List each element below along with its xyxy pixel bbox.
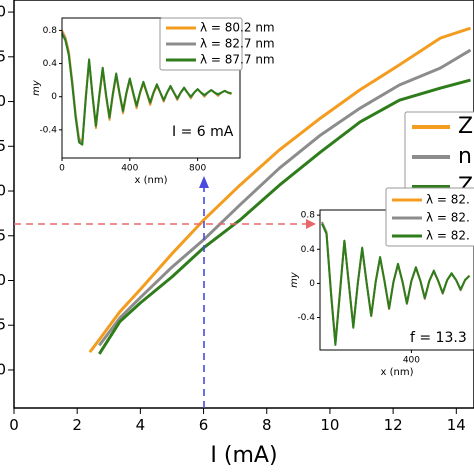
series-line <box>88 26 471 354</box>
y-tick-label: 0 <box>51 92 57 102</box>
x-tick-label: 0 <box>9 416 19 434</box>
x-axis-label: x (nm) <box>135 175 168 186</box>
y-tick-label: 0 <box>0 271 6 289</box>
legend-box <box>159 17 243 71</box>
series-line <box>98 48 472 347</box>
y-tick-label: 0 <box>0 3 6 21</box>
legend-label: λ = 87.7 nm <box>200 53 275 67</box>
x-tick-label: 10 <box>320 416 339 434</box>
legend-label: λ = 82. <box>426 229 470 243</box>
y-axis-label: my <box>289 271 300 288</box>
x-tick-label: 0 <box>59 163 65 173</box>
legend-label: λ = 82. <box>426 193 470 207</box>
x-tick-label: 800 <box>189 163 206 173</box>
legend-box <box>385 187 474 247</box>
legend-label: λ = 82. <box>426 211 470 225</box>
arrow-head <box>306 219 316 229</box>
x-axis-label: I (mA) <box>210 443 277 468</box>
legend-label: n <box>458 144 472 169</box>
y-tick-label: -0.4 <box>39 125 57 135</box>
annotation: f = 13.3 <box>410 330 467 346</box>
annotation: I = 6 mA <box>172 124 234 140</box>
x-tick-label: 4 <box>136 416 146 434</box>
arrow-head <box>199 176 209 188</box>
y-tick-label: 0.4 <box>43 59 58 69</box>
plot: 400 0.8 0.4 0 -0.4 x (nm) my f = 13.3 λ = 82. λ =… <box>289 187 474 378</box>
series-line <box>321 223 471 346</box>
plot: 0 400 800 0.8 0.4 0 -0.4 x (nm) my I = 6 mA λ = 80… <box>31 17 275 186</box>
legend-label: λ = 82.7 nm <box>200 37 275 51</box>
series-line <box>98 78 471 355</box>
y-tick-label: 0.4 <box>301 245 316 255</box>
y-tick-label: 0 <box>309 279 315 289</box>
y-tick-label: 5 <box>0 316 6 334</box>
y-tick-label: 0 <box>0 92 6 110</box>
legend-label: λ = 80.2 nm <box>200 21 275 35</box>
y-tick-label: 0 <box>0 182 6 200</box>
x-tick-label: 400 <box>121 163 138 173</box>
y-axis-label: my <box>31 79 42 96</box>
series-line <box>61 33 232 146</box>
y-tick-label: 5 <box>0 137 6 155</box>
y-tick-label: 0 <box>0 360 6 378</box>
axes-frame <box>61 17 241 159</box>
x-tick-label: 400 <box>403 355 420 365</box>
y-tick-label: 0.8 <box>301 211 316 221</box>
y-tick-label: -0.4 <box>297 313 315 323</box>
axes-frame <box>13 0 474 409</box>
x-tick-label: 2 <box>72 416 82 434</box>
legend-label: Z <box>458 114 473 139</box>
x-tick-label: 14 <box>447 416 466 434</box>
x-tick-label: 6 <box>199 416 209 434</box>
x-axis-label: x (nm) <box>381 367 414 378</box>
x-tick-label: 12 <box>384 416 403 434</box>
y-tick-label: .5 <box>0 47 6 65</box>
x-tick-label: 8 <box>262 416 272 434</box>
y-tick-label: 0.8 <box>43 26 58 36</box>
y-tick-label: .5 <box>0 226 6 244</box>
